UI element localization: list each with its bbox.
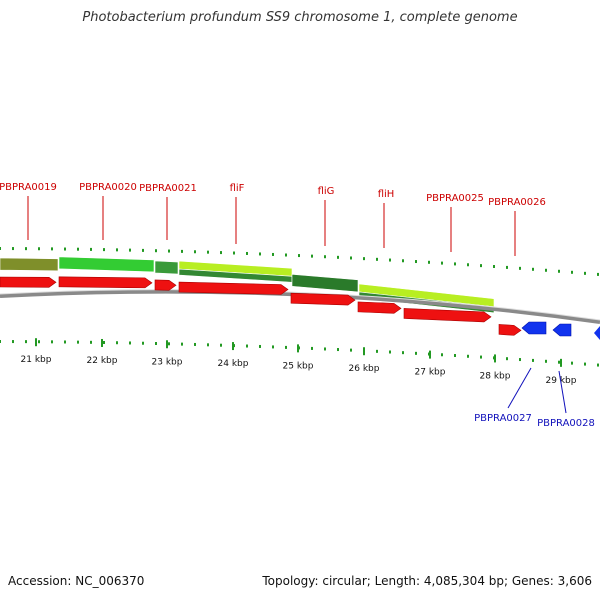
scale-tick-label: 28 kbp — [480, 371, 511, 381]
gene-label-pbpra0021[interactable]: PBPRA0021 — [139, 183, 197, 194]
scale-tick-label: 21 kbp — [21, 355, 52, 365]
gene-arrow-pbpra0019[interactable] — [0, 276, 57, 288]
gene-arrow-flig[interactable] — [290, 292, 356, 306]
gene-label-pbpra0028[interactable]: PBPRA0028 — [537, 418, 595, 429]
gene-arrow-pbpra0025[interactable] — [403, 308, 492, 323]
feature-band — [154, 260, 179, 275]
feature-band — [58, 256, 155, 273]
gene-label-layer: PBPRA0019 PBPRA0020 PBPRA0021 fliF fliG fliH P… — [0, 182, 595, 429]
scale-tick-label: 23 kbp — [152, 357, 183, 367]
gene-arrow-offscreen — [594, 326, 600, 340]
backbone-highlight — [0, 289, 600, 321]
gene-arrow-pbpra0026[interactable] — [498, 324, 522, 336]
map-title: Photobacterium profundum SS9 chromosome … — [82, 10, 518, 25]
accession-label: Accession: NC_006370 — [8, 574, 145, 588]
gene-arrow-pbpra0021[interactable] — [154, 279, 177, 291]
gene-label-flih[interactable]: fliH — [378, 189, 395, 200]
scale-tick-label: 27 kbp — [415, 368, 446, 378]
gene-arrow-pbpra0027[interactable] — [521, 321, 547, 335]
gene-label-leader — [507, 367, 532, 409]
scale-tick-label: 25 kbp — [283, 361, 314, 371]
feature-band — [0, 257, 59, 272]
gene-label-leader — [558, 370, 567, 414]
gene-arrow-pbpra0020[interactable] — [58, 276, 153, 289]
gene-arrow-flih[interactable] — [357, 301, 402, 314]
gene-arrow-flif[interactable] — [178, 281, 289, 295]
gene-label-pbpra0025[interactable]: PBPRA0025 — [426, 193, 484, 204]
scale-tick-label: 24 kbp — [218, 359, 249, 369]
gene-label-flig[interactable]: fliG — [318, 186, 335, 197]
scale-tick-label: 22 kbp — [87, 356, 118, 366]
feature-band — [291, 273, 359, 293]
gene-label-pbpra0026[interactable]: PBPRA0026 — [488, 197, 546, 208]
gene-layer — [0, 276, 600, 340]
genome-summary-label: Topology: circular; Length: 4,085,304 bp… — [262, 574, 592, 588]
gene-label-pbpra0027[interactable]: PBPRA0027 — [474, 413, 532, 424]
gene-label-pbpra0019[interactable]: PBPRA0019 — [0, 182, 57, 193]
gene-arrow-pbpra0028[interactable] — [552, 323, 572, 337]
scale-tick-label: 26 kbp — [349, 364, 380, 374]
gene-label-pbpra0020[interactable]: PBPRA0020 — [79, 182, 137, 193]
gene-label-flif[interactable]: fliF — [230, 183, 245, 194]
